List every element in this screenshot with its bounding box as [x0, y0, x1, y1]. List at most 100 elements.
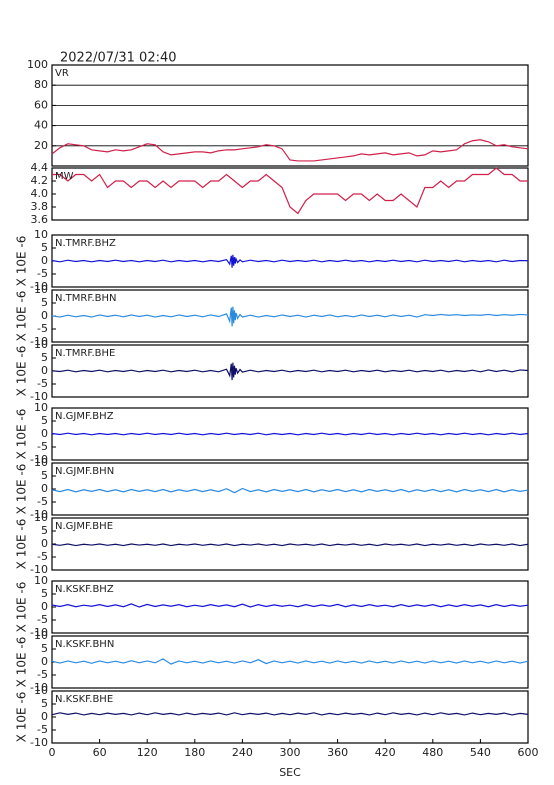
y-tick-label: 0 [41, 710, 48, 723]
y-tick-label: 0 [41, 427, 48, 440]
series-label: N.TMRF.BHN [55, 293, 117, 304]
y-tick-label: 10 [34, 228, 48, 241]
y-tick-label: 5 [41, 469, 48, 482]
y-tick-label: -10 [30, 736, 48, 749]
y-tick-label: 0 [41, 655, 48, 668]
series-label: N.KSKF.BHZ [55, 584, 114, 595]
y-tick-label: 40 [34, 119, 48, 132]
y-tick-label: 100 [27, 58, 48, 71]
y-tick-label: 3.8 [31, 200, 49, 213]
y-tick-label: 5 [41, 587, 48, 600]
x-tick-label: 60 [93, 746, 107, 759]
y-tick-label: -5 [37, 322, 48, 335]
panel-frame [51, 462, 529, 516]
series-label: N.GJMF.BHZ [55, 411, 114, 422]
series-line [52, 167, 528, 215]
panel-frame [51, 635, 529, 689]
y-axis-label: X 10E -6 [15, 637, 29, 688]
y-axis-label: X 10E -6 [15, 236, 29, 287]
series-line [51, 712, 529, 716]
series-line [51, 139, 529, 162]
y-tick-label: 5 [41, 414, 48, 427]
y-tick-label: 4.4 [31, 161, 49, 174]
x-tick-label: 600 [518, 746, 539, 759]
series-label: N.KSKF.BHE [55, 694, 113, 705]
chart-title: 2022/07/31 02:40 [60, 51, 177, 66]
y-axis-label: X 10E -6 [15, 409, 29, 460]
y-tick-label: 5 [41, 296, 48, 309]
x-tick-label: 120 [137, 746, 158, 759]
y-tick-label: 10 [34, 629, 48, 642]
y-tick-label: -5 [37, 613, 48, 626]
y-tick-label: -10 [30, 563, 48, 576]
series-line [51, 432, 529, 436]
series-label: N.GJMF.BHE [55, 521, 113, 532]
y-tick-label: -10 [30, 453, 48, 466]
y-tick-label: 20 [34, 139, 48, 152]
x-tick-label: 540 [470, 746, 491, 759]
y-tick-label: 0 [41, 482, 48, 495]
y-tick-label: 0 [41, 537, 48, 550]
y-tick-label: -10 [30, 390, 48, 403]
y-tick-label: -10 [30, 335, 48, 348]
y-tick-label: 10 [34, 401, 48, 414]
series-label: N.TMRF.BHZ [55, 238, 116, 249]
y-tick-label: -10 [30, 626, 48, 639]
series-line [51, 603, 529, 608]
y-tick-label: -5 [37, 668, 48, 681]
series-label: N.TMRF.BHE [55, 348, 115, 359]
y-tick-label: 0 [41, 600, 48, 613]
y-tick-label: -5 [37, 495, 48, 508]
y-tick-label: 80 [34, 78, 48, 91]
x-axis-label: SEC [279, 766, 301, 779]
series-line [51, 658, 529, 665]
y-axis-label: X 10E -6 [15, 519, 29, 570]
y-tick-label: 0 [41, 254, 48, 267]
y-tick-label: -10 [30, 681, 48, 694]
series-label: MW [55, 171, 74, 182]
y-axis-label: X 10E -6 [15, 464, 29, 515]
y-tick-label: -10 [30, 508, 48, 521]
x-tick-label: 180 [184, 746, 205, 759]
y-tick-label: -5 [37, 550, 48, 563]
y-tick-label: -5 [37, 440, 48, 453]
y-axis-label: X 10E -6 [15, 692, 29, 743]
y-axis-label: X 10E -6 [15, 291, 29, 342]
y-tick-label: 60 [34, 98, 48, 111]
series-line [51, 306, 529, 327]
y-tick-label: -5 [37, 723, 48, 736]
series-label: N.KSKF.BHN [55, 639, 114, 650]
x-tick-label: 360 [327, 746, 348, 759]
y-tick-label: 3.6 [31, 213, 49, 226]
y-tick-label: 4.2 [31, 174, 49, 187]
series-label: N.GJMF.BHN [55, 466, 114, 477]
y-tick-label: 5 [41, 524, 48, 537]
y-tick-label: 10 [34, 338, 48, 351]
y-tick-label: 0 [41, 364, 48, 377]
y-tick-label: -10 [30, 280, 48, 293]
y-tick-label: 4.0 [31, 187, 49, 200]
series-line [51, 254, 529, 268]
x-tick-label: 300 [280, 746, 301, 759]
y-tick-label: 5 [41, 241, 48, 254]
panel-frame [51, 690, 529, 744]
panel-frame [51, 167, 529, 221]
x-tick-label: 0 [49, 746, 56, 759]
x-tick-label: 480 [422, 746, 443, 759]
y-tick-label: 10 [34, 283, 48, 296]
x-tick-label: 240 [232, 746, 253, 759]
y-tick-label: 10 [34, 511, 48, 524]
series-label: VR [55, 68, 69, 79]
y-tick-label: -5 [37, 377, 48, 390]
y-axis-label: X 10E -6 [15, 346, 29, 397]
y-tick-label: 0 [41, 309, 48, 322]
y-tick-label: 10 [34, 684, 48, 697]
y-tick-label: -5 [37, 267, 48, 280]
y-tick-label: 5 [41, 642, 48, 655]
y-tick-label: 5 [41, 351, 48, 364]
series-line [51, 487, 529, 494]
x-tick-label: 420 [375, 746, 396, 759]
series-line [51, 543, 529, 547]
y-tick-label: 10 [34, 574, 48, 587]
